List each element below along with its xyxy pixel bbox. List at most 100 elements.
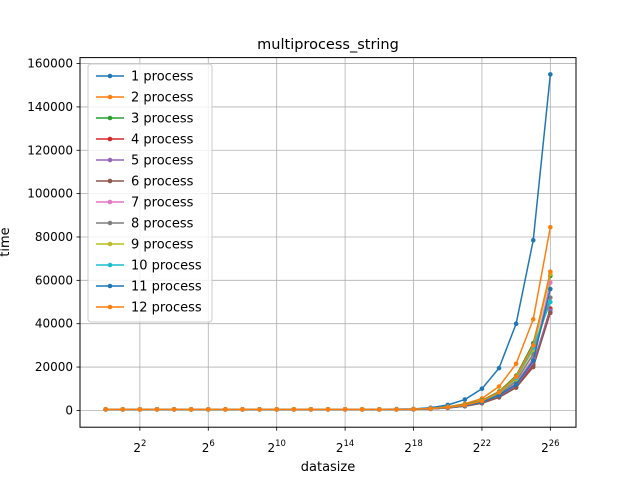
data-point bbox=[257, 407, 262, 412]
legend-item: 6 process bbox=[96, 175, 194, 190]
data-point bbox=[428, 406, 433, 411]
x-tick-label: 222 bbox=[473, 439, 491, 455]
data-point bbox=[530, 237, 536, 243]
data-point bbox=[548, 72, 553, 77]
data-point bbox=[188, 407, 194, 412]
y-tick-label: 120000 bbox=[27, 143, 73, 157]
data-point bbox=[479, 386, 485, 392]
legend-marker bbox=[107, 304, 113, 310]
series-12 bbox=[103, 269, 553, 412]
data-point bbox=[530, 317, 536, 322]
legend-label: 3 process bbox=[131, 112, 194, 127]
legend-marker bbox=[107, 241, 113, 247]
data-point bbox=[394, 407, 399, 412]
legend-item: 7 process bbox=[96, 196, 194, 211]
legend-label: 4 process bbox=[131, 133, 194, 148]
y-tick-label: 80000 bbox=[35, 230, 73, 244]
legend-label: 2 process bbox=[131, 91, 194, 106]
x-tick-label: 210 bbox=[267, 439, 285, 455]
data-point bbox=[513, 385, 519, 390]
data-point bbox=[548, 269, 553, 274]
data-point bbox=[377, 407, 382, 412]
legend-item: 10 process bbox=[96, 259, 202, 274]
legend-label: 9 process bbox=[131, 238, 194, 253]
legend-marker bbox=[107, 199, 113, 205]
legend-marker bbox=[107, 262, 113, 268]
data-point bbox=[513, 374, 519, 380]
legend-label: 10 process bbox=[131, 259, 202, 274]
data-point bbox=[274, 407, 279, 412]
legend-marker bbox=[107, 115, 113, 121]
data-point bbox=[411, 406, 416, 412]
data-point bbox=[513, 321, 519, 326]
data-point bbox=[530, 364, 536, 370]
data-point bbox=[496, 384, 502, 389]
data-point bbox=[496, 365, 502, 371]
data-point bbox=[137, 407, 143, 412]
data-point bbox=[445, 405, 451, 410]
data-point bbox=[171, 407, 177, 412]
data-point bbox=[479, 398, 485, 404]
x-axis: 22 26 210 214 218 222 226 bbox=[133, 427, 560, 455]
data-point bbox=[548, 224, 553, 230]
y-axis: 0 20000 40000 60000 80000 100000 120000 140000 1… bbox=[27, 57, 80, 417]
legend-marker bbox=[107, 73, 113, 79]
data-point bbox=[308, 407, 314, 412]
x-tick-label: 214 bbox=[336, 439, 354, 455]
chart-title: multiprocess_string bbox=[257, 37, 399, 53]
data-point bbox=[548, 299, 553, 305]
legend: 1 process 2 process 3 process 4 process 5 pr… bbox=[87, 63, 213, 323]
y-tick-label: 0 bbox=[65, 403, 73, 417]
data-point bbox=[342, 407, 348, 412]
data-point bbox=[513, 361, 519, 367]
data-point bbox=[548, 310, 553, 316]
data-point bbox=[548, 286, 553, 292]
legend-marker bbox=[107, 220, 113, 226]
legend-label: 8 process bbox=[131, 217, 194, 232]
y-axis-label: time bbox=[0, 227, 13, 256]
legend-label: 12 process bbox=[131, 301, 202, 316]
data-point bbox=[513, 382, 519, 387]
legend-label: 6 process bbox=[131, 175, 194, 190]
data-point bbox=[359, 407, 365, 412]
legend-item: 11 process bbox=[96, 280, 202, 295]
data-point bbox=[223, 407, 228, 412]
data-point bbox=[496, 390, 502, 395]
data-point bbox=[291, 407, 297, 412]
x-tick-label: 22 bbox=[133, 439, 146, 455]
legend-item: 2 process bbox=[96, 91, 194, 106]
legend-label: 5 process bbox=[131, 154, 194, 169]
y-tick-label: 60000 bbox=[35, 273, 73, 287]
data-point bbox=[462, 402, 468, 408]
data-point bbox=[120, 407, 126, 412]
legend-item: 4 process bbox=[96, 133, 194, 148]
legend-marker bbox=[107, 94, 113, 100]
legend-item: 5 process bbox=[96, 154, 194, 169]
legend-label: 11 process bbox=[131, 280, 202, 295]
data-point bbox=[462, 397, 468, 402]
y-tick-label: 40000 bbox=[35, 317, 73, 331]
y-tick-label: 20000 bbox=[35, 360, 73, 374]
legend-item: 1 process bbox=[96, 70, 194, 85]
data-point bbox=[240, 407, 245, 412]
x-tick-label: 26 bbox=[202, 439, 215, 455]
legend-item: 12 process bbox=[96, 301, 202, 316]
legend-marker bbox=[107, 283, 113, 289]
x-tick-label: 218 bbox=[404, 439, 422, 455]
y-tick-label: 160000 bbox=[27, 57, 73, 71]
legend-marker bbox=[107, 136, 113, 142]
x-tick-label: 226 bbox=[541, 439, 559, 455]
data-point bbox=[325, 407, 331, 412]
series-layer bbox=[103, 72, 553, 412]
legend-marker bbox=[107, 178, 113, 184]
y-tick-label: 100000 bbox=[27, 187, 73, 201]
data-point bbox=[205, 407, 211, 412]
legend-label: 7 process bbox=[131, 196, 194, 211]
legend-item: 8 process bbox=[96, 217, 194, 232]
data-point bbox=[530, 358, 536, 363]
legend-item: 9 process bbox=[96, 238, 194, 253]
x-axis-label: datasize bbox=[301, 460, 356, 475]
plot-frame bbox=[79, 57, 577, 428]
data-point bbox=[530, 343, 536, 348]
